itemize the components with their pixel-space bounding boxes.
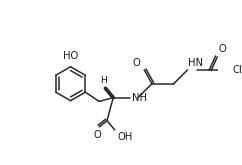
Text: NH: NH: [132, 93, 147, 103]
Text: O: O: [219, 44, 226, 54]
Text: H: H: [100, 76, 106, 85]
Text: O: O: [93, 130, 101, 140]
Text: Cl: Cl: [233, 65, 242, 75]
Text: HO: HO: [63, 51, 78, 61]
Text: OH: OH: [117, 132, 132, 142]
Text: O: O: [133, 58, 140, 67]
Text: HN: HN: [188, 58, 203, 68]
